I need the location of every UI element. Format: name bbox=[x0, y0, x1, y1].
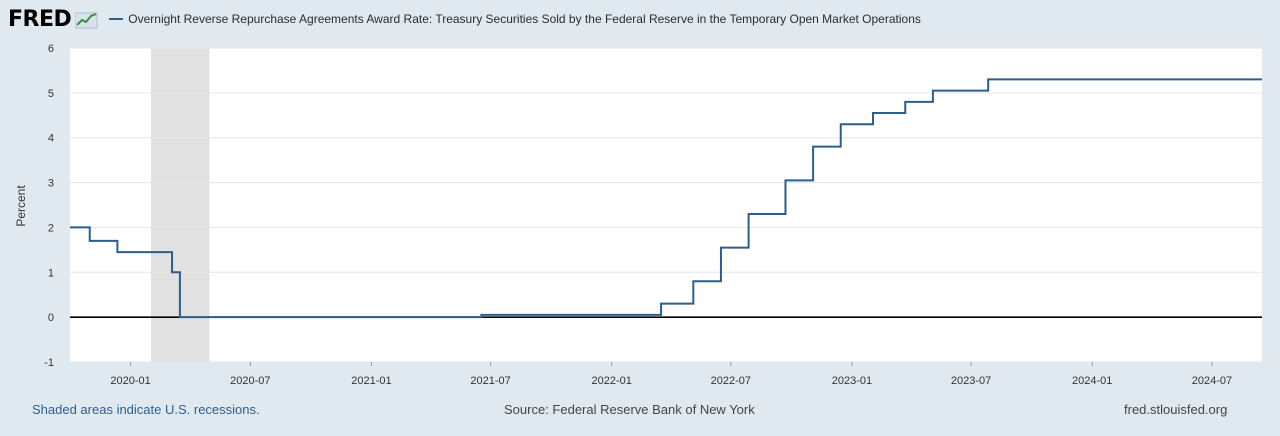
x-tick-label: 2022-07 bbox=[711, 375, 751, 387]
site-link[interactable]: fred.stlouisfed.org bbox=[1124, 402, 1228, 417]
chart-header: FRED Overnight Reverse Repurchase Agreem… bbox=[8, 6, 921, 32]
y-tick-label: 6 bbox=[48, 43, 54, 55]
series-line bbox=[70, 78, 1262, 319]
x-tick-label: 2023-07 bbox=[951, 375, 991, 387]
recession-note: Shaded areas indicate U.S. recessions. bbox=[32, 402, 260, 417]
plot-area bbox=[70, 48, 1262, 362]
y-tick-label: -1 bbox=[44, 357, 54, 369]
x-tick-label: 2022-01 bbox=[592, 375, 632, 387]
fred-logo[interactable]: FRED bbox=[8, 6, 72, 32]
y-tick-label: 1 bbox=[48, 267, 54, 279]
x-tick-label: 2021-01 bbox=[351, 375, 391, 387]
x-tick-label: 2024-01 bbox=[1072, 375, 1112, 387]
y-tick-label: 0 bbox=[48, 312, 54, 324]
chart-title: Overnight Reverse Repurchase Agreements … bbox=[128, 12, 921, 26]
y-tick-label: 5 bbox=[48, 88, 54, 100]
y-tick-label: 2 bbox=[48, 222, 54, 234]
x-tick-label: 2024-07 bbox=[1192, 375, 1232, 387]
y-tick-label: 3 bbox=[48, 178, 54, 190]
y-tick-label: 4 bbox=[48, 133, 54, 145]
x-tick-label: 2023-01 bbox=[832, 375, 872, 387]
source-text: Source: Federal Reserve Bank of New York bbox=[504, 402, 755, 417]
x-tick-label: 2020-01 bbox=[110, 375, 150, 387]
legend-swatch bbox=[109, 18, 124, 20]
x-tick-label: 2020-07 bbox=[230, 375, 270, 387]
y-axis-label: Percent bbox=[14, 185, 28, 227]
line-chart: 6 5 4 3 2 1 0 -1 2020-01 2020-07 2021-01 2021-07 20… bbox=[14, 43, 1262, 387]
chart-line-icon bbox=[75, 12, 98, 29]
x-tick-label: 2021-07 bbox=[470, 375, 510, 387]
